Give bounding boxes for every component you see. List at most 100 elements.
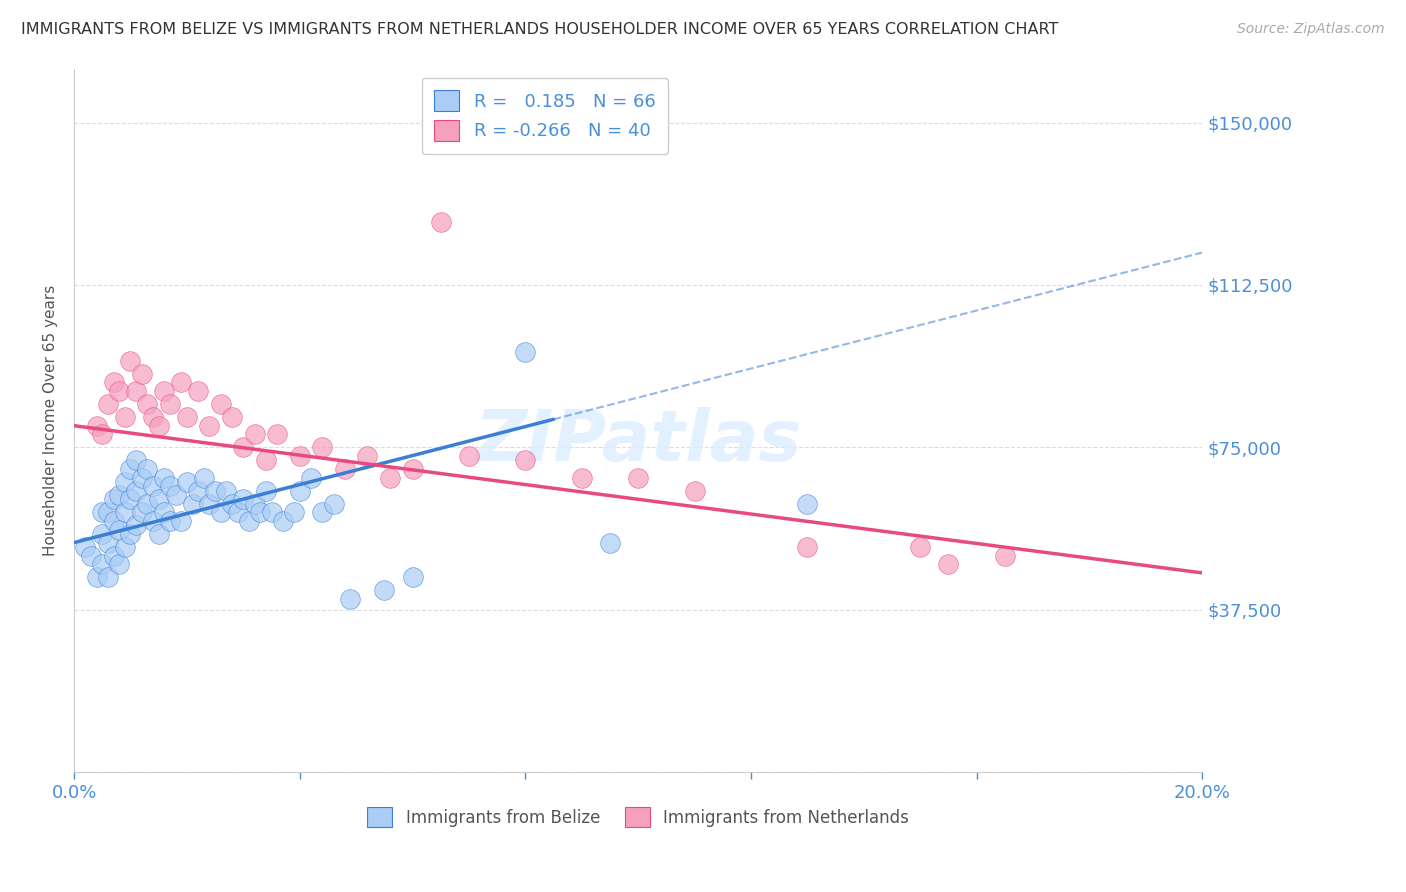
Point: [120, 527, 142, 541]
Point: [86, 418, 108, 433]
Point: [243, 427, 266, 442]
Point: [683, 483, 706, 498]
Point: [187, 384, 209, 398]
Point: [373, 583, 395, 598]
Point: [165, 488, 187, 502]
Point: [108, 384, 131, 398]
Point: [97, 570, 120, 584]
Point: [108, 558, 131, 572]
Point: [283, 505, 305, 519]
Point: [86, 570, 108, 584]
Point: [254, 483, 277, 498]
Point: [311, 505, 333, 519]
Point: [108, 523, 131, 537]
Point: [266, 427, 288, 442]
Text: Source: ZipAtlas.com: Source: ZipAtlas.com: [1237, 22, 1385, 37]
Y-axis label: Householder Income Over 65 years: Householder Income Over 65 years: [44, 285, 58, 556]
Point: [153, 505, 176, 519]
Point: [515, 453, 537, 467]
Point: [114, 475, 136, 489]
Point: [159, 514, 181, 528]
Point: [627, 470, 650, 484]
Point: [131, 505, 153, 519]
Point: [120, 353, 142, 368]
Point: [429, 215, 451, 229]
Point: [221, 497, 243, 511]
Point: [232, 492, 254, 507]
Point: [226, 505, 249, 519]
Point: [908, 540, 931, 554]
Point: [378, 470, 401, 484]
Point: [97, 535, 120, 549]
Point: [193, 470, 215, 484]
Point: [288, 483, 311, 498]
Point: [238, 514, 260, 528]
Point: [599, 535, 621, 549]
Point: [114, 540, 136, 554]
Text: ZIPatlas: ZIPatlas: [474, 407, 801, 476]
Point: [114, 505, 136, 519]
Point: [254, 453, 277, 467]
Point: [108, 488, 131, 502]
Point: [333, 462, 356, 476]
Point: [938, 558, 960, 572]
Point: [125, 384, 148, 398]
Point: [142, 410, 165, 425]
Point: [103, 492, 125, 507]
Point: [181, 497, 204, 511]
Point: [401, 570, 423, 584]
Point: [221, 410, 243, 425]
Point: [260, 505, 283, 519]
Point: [97, 505, 120, 519]
Point: [136, 462, 159, 476]
Point: [796, 497, 818, 511]
Point: [322, 497, 344, 511]
Point: [571, 470, 593, 484]
Point: [176, 475, 198, 489]
Point: [198, 418, 221, 433]
Point: [401, 462, 423, 476]
Point: [187, 483, 209, 498]
Point: [125, 483, 148, 498]
Point: [91, 558, 114, 572]
Point: [299, 470, 322, 484]
Point: [243, 497, 266, 511]
Point: [148, 418, 170, 433]
Point: [215, 483, 238, 498]
Point: [103, 376, 125, 390]
Point: [120, 492, 142, 507]
Point: [91, 427, 114, 442]
Point: [170, 376, 193, 390]
Point: [120, 462, 142, 476]
Point: [153, 384, 176, 398]
Point: [159, 397, 181, 411]
Point: [80, 549, 103, 563]
Point: [311, 441, 333, 455]
Point: [91, 505, 114, 519]
Point: [209, 397, 232, 411]
Point: [103, 514, 125, 528]
Point: [131, 470, 153, 484]
Point: [170, 514, 193, 528]
Point: [339, 591, 361, 606]
Text: IMMIGRANTS FROM BELIZE VS IMMIGRANTS FROM NETHERLANDS HOUSEHOLDER INCOME OVER 65: IMMIGRANTS FROM BELIZE VS IMMIGRANTS FRO…: [21, 22, 1059, 37]
Point: [148, 492, 170, 507]
Point: [131, 367, 153, 381]
Point: [142, 514, 165, 528]
Point: [148, 527, 170, 541]
Point: [125, 518, 148, 533]
Point: [271, 514, 294, 528]
Point: [136, 497, 159, 511]
Point: [994, 549, 1017, 563]
Point: [249, 505, 271, 519]
Point: [796, 540, 818, 554]
Point: [515, 345, 537, 359]
Point: [153, 470, 176, 484]
Point: [209, 505, 232, 519]
Point: [103, 549, 125, 563]
Point: [97, 397, 120, 411]
Point: [232, 441, 254, 455]
Point: [458, 449, 481, 463]
Point: [136, 397, 159, 411]
Point: [125, 453, 148, 467]
